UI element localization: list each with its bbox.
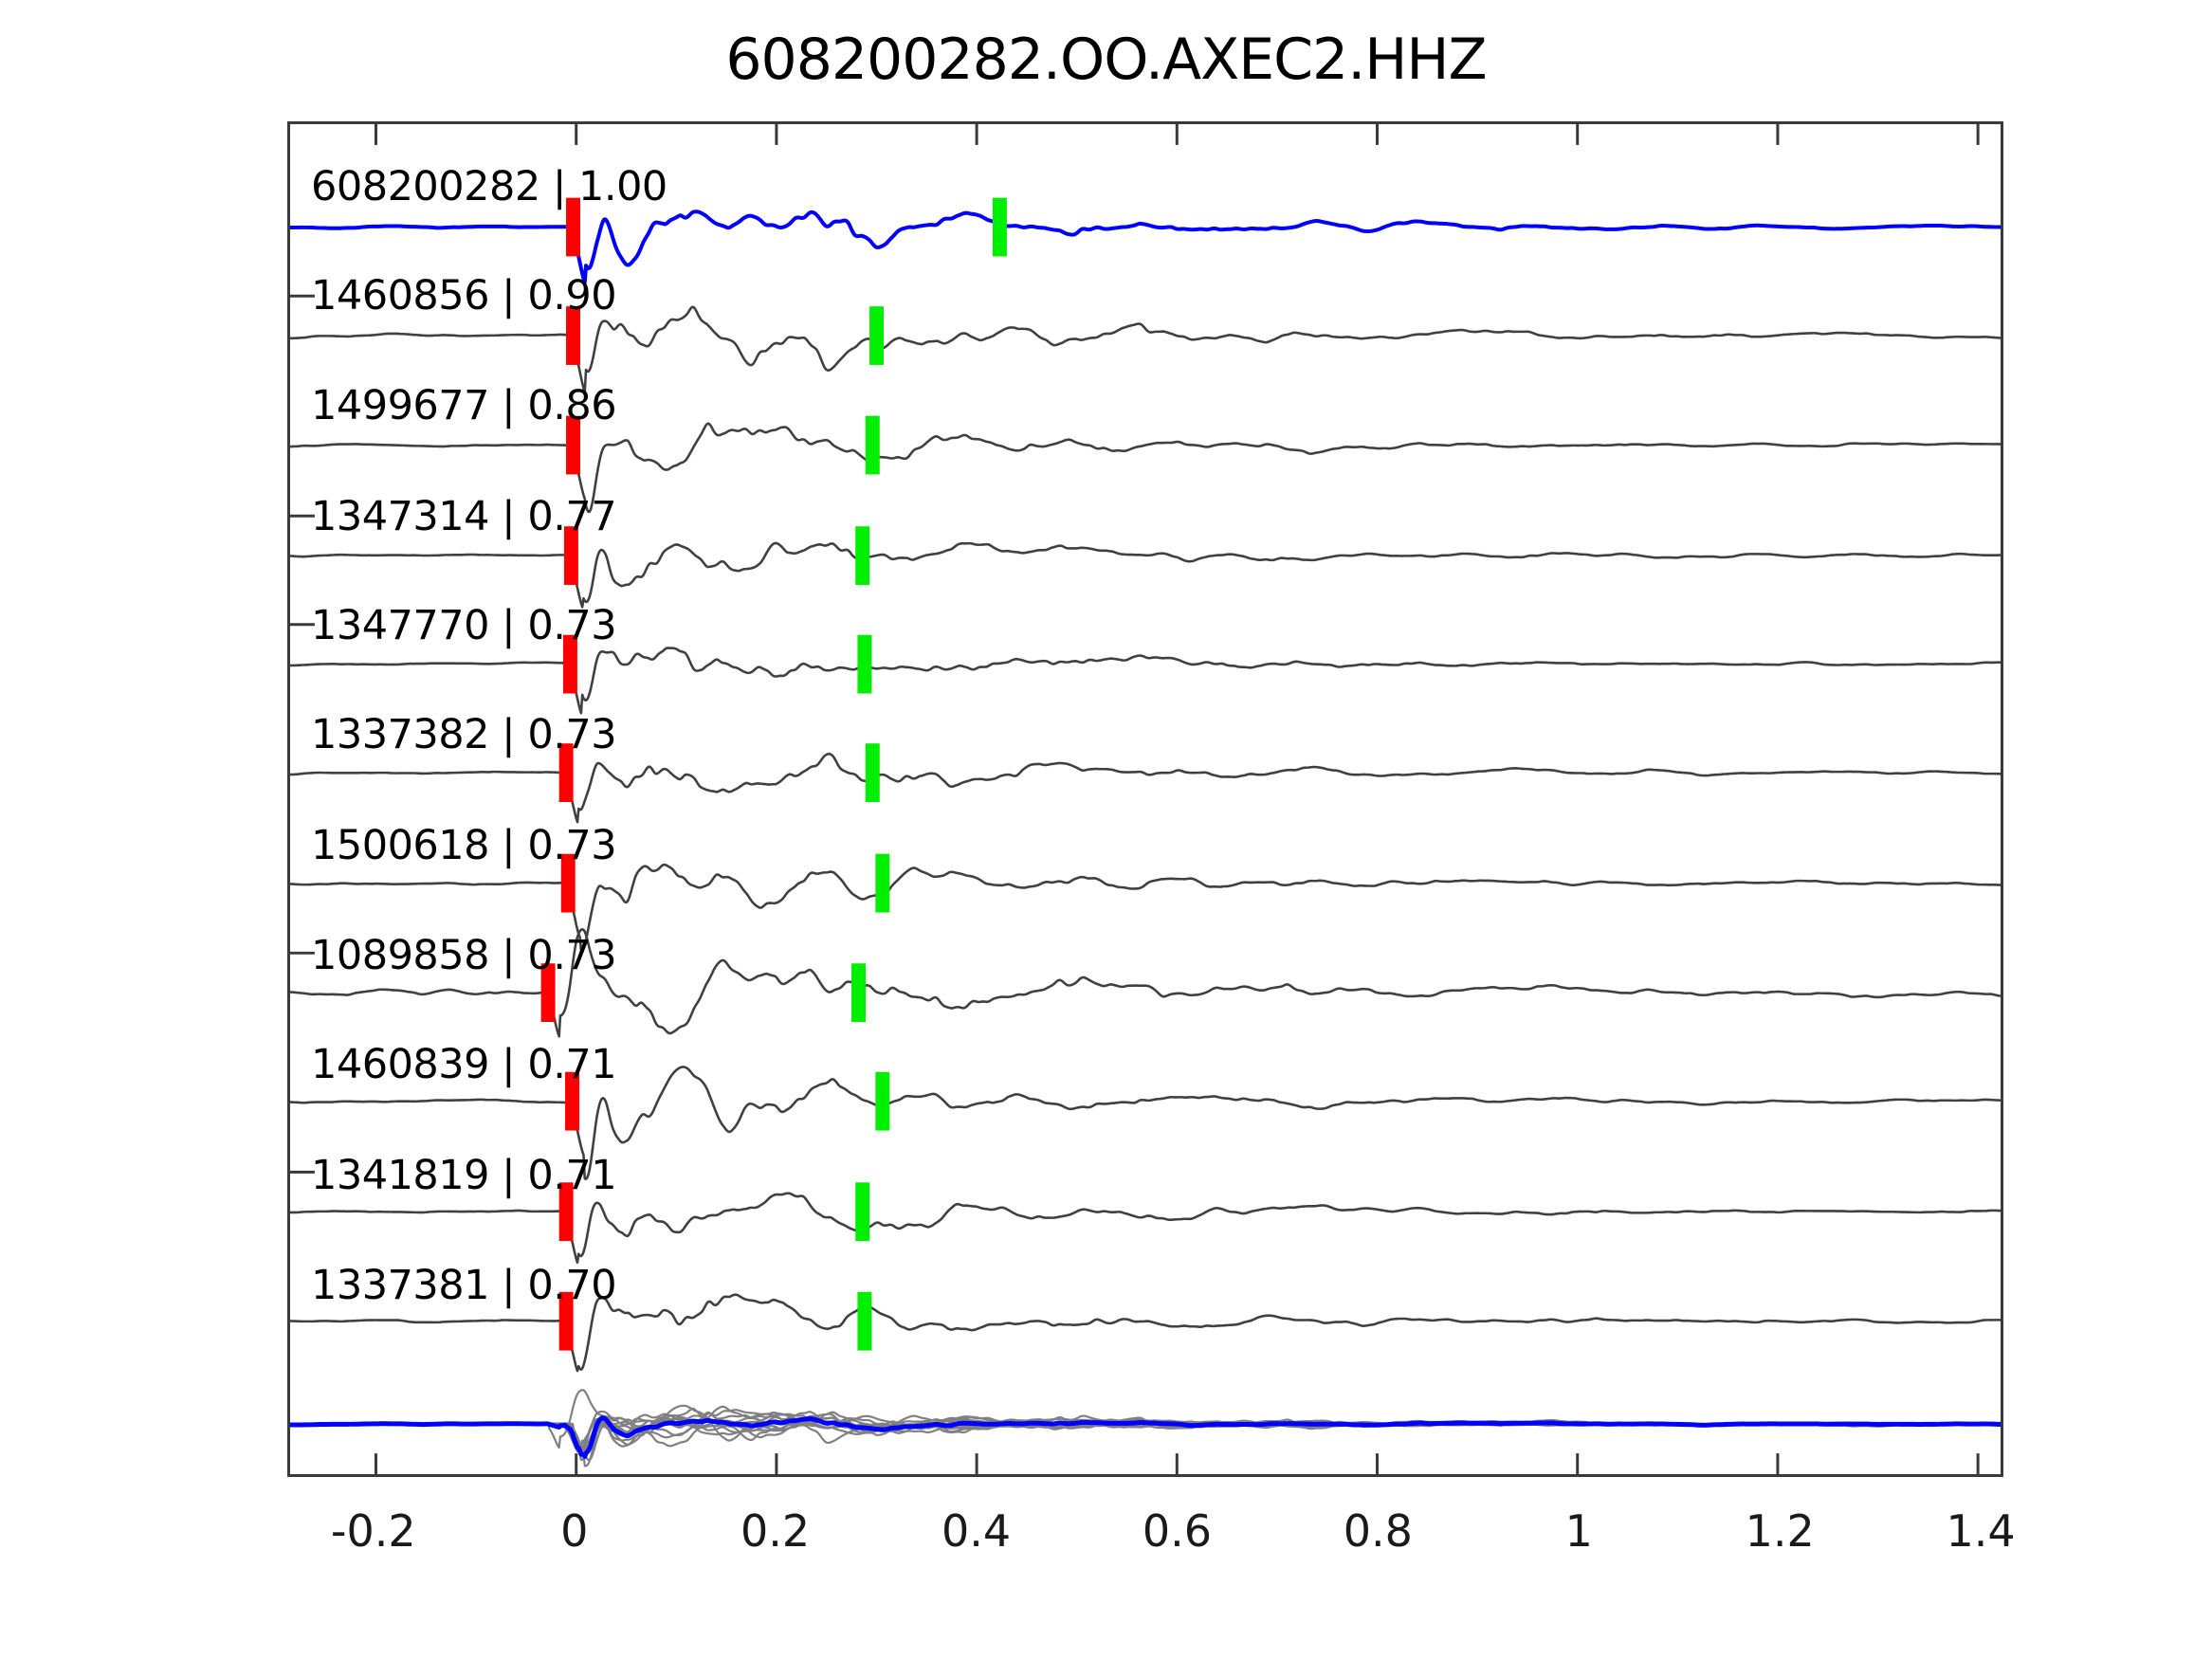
trace-label-1337382: 1337382 | 0.73 — [311, 711, 617, 758]
x-tick-label-0: -0.2 — [330, 1505, 416, 1557]
p-pick-marker-1500618 — [560, 853, 576, 913]
p-pick-marker-1499677 — [566, 415, 580, 475]
trace-label-1337381: 1337381 | 0.70 — [311, 1262, 617, 1309]
stack-overlay-trace-1460839 — [290, 1404, 2001, 1468]
s-pick-marker-1089858 — [851, 963, 866, 1023]
trace-label-1499677: 1499677 | 0.86 — [311, 382, 617, 429]
waveform-trace-1089858 — [290, 928, 2001, 1038]
p-pick-marker-1347314 — [563, 526, 578, 585]
trace-label-1347770: 1347770 | 0.73 — [311, 602, 617, 649]
waveform-trace-1460856 — [290, 305, 2001, 393]
trace-label-608200282: 608200282 | 1.00 — [311, 163, 667, 210]
s-pick-marker-1460839 — [875, 1071, 890, 1131]
x-tick-label-3: 0.4 — [941, 1505, 1012, 1557]
waveform-trace-1347770 — [290, 647, 2001, 715]
trace-label-1347314: 1347314 | 0.77 — [311, 493, 617, 540]
stack-overlay-trace-1460856 — [290, 1407, 2001, 1456]
clipped-traces — [290, 197, 2001, 1468]
s-pick-marker-1499677 — [865, 415, 880, 475]
s-pick-marker-1500618 — [875, 853, 890, 913]
stack-overlay-trace-1089858 — [290, 1389, 2001, 1449]
trace-label-1460856: 1460856 | 0.90 — [311, 272, 617, 319]
x-tick-label-1: 0 — [560, 1505, 589, 1557]
trace-label-1500618: 1500618 | 0.73 — [311, 822, 617, 869]
p-pick-marker-608200282 — [566, 197, 580, 257]
s-pick-marker-1341819 — [855, 1182, 870, 1242]
waveform-trace-1337381 — [290, 1293, 2001, 1373]
waveform-canvas — [290, 124, 2001, 1474]
stack-mean-trace — [290, 1415, 2001, 1459]
p-pick-marker-1337381 — [558, 1291, 574, 1351]
s-pick-marker-1337381 — [857, 1291, 872, 1351]
s-pick-marker-1337382 — [865, 743, 880, 802]
trace-label-1460839: 1460839 | 0.71 — [311, 1041, 617, 1088]
x-tick-label-7: 1.2 — [1745, 1505, 1815, 1557]
s-pick-marker-1347314 — [855, 526, 870, 585]
trace-label-1341819: 1341819 | 0.71 — [311, 1152, 617, 1199]
s-pick-marker-1347770 — [857, 634, 872, 694]
p-pick-marker-1460839 — [565, 1071, 579, 1131]
s-pick-marker-608200282 — [992, 197, 1007, 257]
x-axis-tick-labels: -0.2 0 0.2 0.4 0.6 0.8 1 1.2 1.4 — [0, 1505, 2212, 1572]
p-pick-marker-1337382 — [558, 743, 574, 802]
waveform-trace-1341819 — [290, 1192, 2001, 1265]
waveform-trace-1347314 — [290, 541, 2001, 609]
x-tick-label-2: 0.2 — [740, 1505, 811, 1557]
p-pick-marker-1089858 — [540, 963, 556, 1023]
x-tick-label-8: 1.4 — [1946, 1505, 2016, 1557]
plot-area: 608200282 | 1.00 1460856 | 0.90 1499677 | … — [287, 121, 2003, 1477]
p-pick-marker-1341819 — [558, 1182, 574, 1242]
p-pick-marker-1347770 — [562, 634, 577, 694]
x-tick-label-4: 0.6 — [1142, 1505, 1212, 1557]
p-pick-marker-1460856 — [566, 306, 580, 365]
trace-label-1089858: 1089858 | 0.73 — [311, 932, 617, 979]
s-pick-marker-1460856 — [869, 306, 885, 365]
x-tick-label-6: 1 — [1564, 1505, 1593, 1557]
waveform-trace-1337382 — [290, 753, 2001, 824]
x-tick-label-5: 0.8 — [1343, 1505, 1413, 1557]
chart-title: 608200282.OO.AXEC2.HHZ — [725, 27, 1487, 93]
stack-overlay-trace-1337381 — [290, 1409, 2001, 1452]
waveform-trace-1500618 — [290, 863, 2001, 952]
